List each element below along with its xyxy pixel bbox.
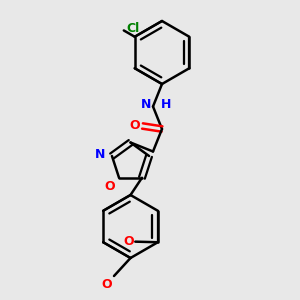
Text: N: N [95, 148, 105, 161]
Text: H: H [160, 98, 171, 112]
Text: O: O [102, 278, 112, 290]
Text: O: O [123, 235, 134, 248]
Text: Cl: Cl [126, 22, 140, 35]
Text: O: O [130, 119, 140, 132]
Text: N: N [141, 98, 152, 112]
Text: O: O [105, 180, 116, 193]
